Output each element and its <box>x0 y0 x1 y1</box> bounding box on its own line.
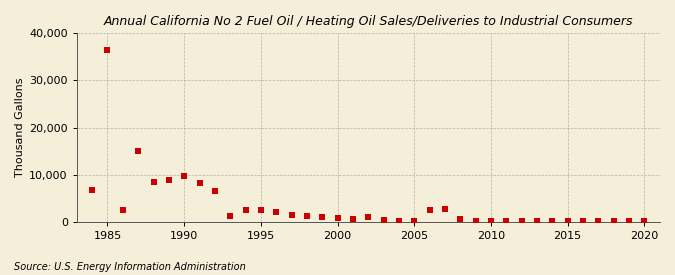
Point <box>317 215 327 219</box>
Point <box>163 178 174 183</box>
Point <box>578 219 589 224</box>
Point <box>562 219 573 223</box>
Point <box>593 219 603 224</box>
Title: Annual California No 2 Fuel Oil / Heating Oil Sales/Deliveries to Industrial Con: Annual California No 2 Fuel Oil / Heatin… <box>103 15 633 28</box>
Point <box>639 219 650 224</box>
Point <box>179 174 190 178</box>
Point <box>531 219 542 224</box>
Point <box>286 213 297 217</box>
Point <box>439 207 450 211</box>
Point <box>624 219 634 224</box>
Point <box>133 149 144 153</box>
Point <box>409 219 420 224</box>
Point <box>302 214 313 218</box>
Point <box>608 219 619 224</box>
Point <box>516 219 527 224</box>
Point <box>209 189 220 193</box>
Point <box>332 216 343 221</box>
Point <box>378 218 389 222</box>
Y-axis label: Thousand Gallons: Thousand Gallons <box>15 78 25 177</box>
Point <box>117 208 128 212</box>
Point <box>240 208 251 212</box>
Point <box>363 215 374 219</box>
Point <box>225 214 236 218</box>
Point <box>194 181 205 185</box>
Point <box>455 217 466 222</box>
Point <box>348 217 358 222</box>
Point <box>424 208 435 212</box>
Point <box>485 219 496 223</box>
Point <box>501 219 512 224</box>
Point <box>255 208 266 212</box>
Point <box>547 219 558 223</box>
Point <box>87 188 98 192</box>
Point <box>394 219 404 224</box>
Point <box>271 210 281 214</box>
Point <box>102 48 113 52</box>
Text: Source: U.S. Energy Information Administration: Source: U.S. Energy Information Administ… <box>14 262 245 272</box>
Point <box>470 219 481 224</box>
Point <box>148 180 159 184</box>
